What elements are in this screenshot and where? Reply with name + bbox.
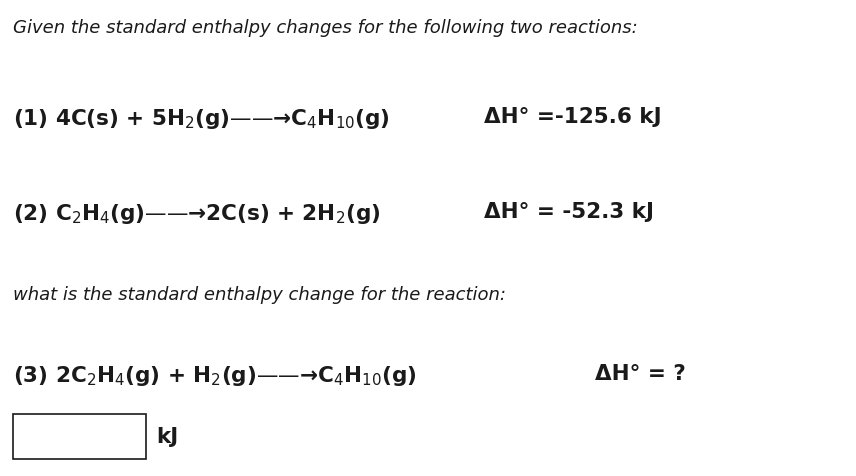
Text: ΔH° = -52.3 kJ: ΔH° = -52.3 kJ: [484, 202, 654, 222]
Text: (2) C$_2$H$_4$(g)——→2C(s) + 2H$_2$(g): (2) C$_2$H$_4$(g)——→2C(s) + 2H$_2$(g): [13, 202, 380, 226]
Text: (1) 4C(s) + 5H$_2$(g)——→C$_4$H$_{10}$(g): (1) 4C(s) + 5H$_2$(g)——→C$_4$H$_{10}$(g): [13, 107, 389, 131]
Text: Given the standard enthalpy changes for the following two reactions:: Given the standard enthalpy changes for …: [13, 19, 638, 37]
Text: (3) 2C$_2$H$_4$(g) + H$_2$(g)——→C$_4$H$_{10}$(g): (3) 2C$_2$H$_4$(g) + H$_2$(g)——→C$_4$H$_…: [13, 364, 416, 388]
Text: what is the standard enthalpy change for the reaction:: what is the standard enthalpy change for…: [13, 286, 506, 304]
Text: ΔH° = ?: ΔH° = ?: [595, 364, 686, 384]
Text: kJ: kJ: [156, 427, 178, 447]
Text: ΔH° =-125.6 kJ: ΔH° =-125.6 kJ: [484, 107, 662, 127]
FancyBboxPatch shape: [13, 414, 146, 459]
